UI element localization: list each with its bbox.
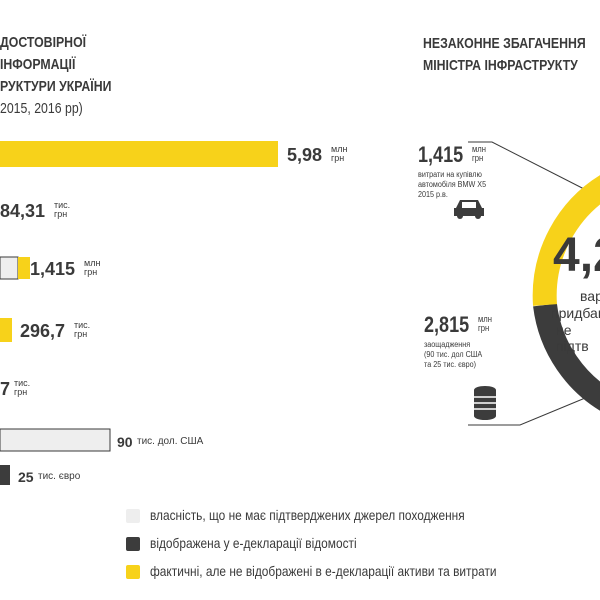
legend-label: власність, що не має підтверджених джере… <box>150 507 465 523</box>
legend-label: фактичні, але не відображені в е-деклара… <box>150 563 497 579</box>
bar-unit-label: грн <box>74 329 87 339</box>
bar-unit-label: грн <box>84 267 97 277</box>
left-title-line2: РУКТУРИ УКРАЇНИ <box>0 78 112 95</box>
bar-value-label: 296,7 <box>20 321 65 341</box>
unit-line: грн <box>477 323 489 333</box>
car-expense-unit: млн грн <box>472 145 486 163</box>
bar-value-label: 1,415 <box>30 259 75 279</box>
savings-block: 2,815 млн грн заощадження (90 тис. дол С… <box>424 312 494 370</box>
bar-value-label: 84,31 <box>0 201 45 221</box>
car-expense-desc: витрати на купівлю автомобіля BMW X5 201… <box>418 170 486 200</box>
bar-unit-label: грн <box>54 209 67 219</box>
ring-big-number: 4,2 <box>553 229 600 282</box>
car-expense-value: 1,415 <box>418 142 464 167</box>
coins-icon <box>474 386 496 420</box>
connector-line <box>468 395 591 426</box>
bar-segment <box>0 141 278 167</box>
right-title-line2: МІНІСТРА ІНФРАСТРУКТУ <box>423 57 578 74</box>
bar-value-label: 90 <box>117 434 133 450</box>
desc-line: 2015 р.в. <box>418 190 448 199</box>
savings-unit: млн грн <box>478 315 492 333</box>
desc-line: заощадження <box>424 340 471 349</box>
desc-line: (90 тис. дол США <box>424 350 483 359</box>
desc-line: та 25 тис. євро) <box>424 360 477 369</box>
legend-swatch <box>126 537 140 551</box>
left-title-line1: ДОСТОВІРНОЇ ІНФОРМАЦІЇ <box>0 34 87 73</box>
bar-segment <box>0 428 111 452</box>
bar-value-label: 5,98 <box>287 145 322 165</box>
bar-segment <box>0 318 12 342</box>
legend-label: відображена у е-декларації відомості <box>150 535 357 551</box>
right-title-line1: НЕЗАКОННЕ ЗБАГАЧЕННЯ <box>423 35 586 52</box>
ring-text-line1: вар <box>580 288 600 304</box>
bar-unit-label: тис. <box>54 200 70 210</box>
left-title-line3: 2015, 2016 рр) <box>0 100 83 117</box>
unit-line: млн <box>471 144 486 154</box>
bar-unit-label: тис. <box>74 320 90 330</box>
car-expense-block: 1,415 млн грн витрати на купівлю автомоб… <box>418 142 494 200</box>
connector-line <box>468 141 591 193</box>
car-icon <box>454 200 484 219</box>
legend-swatch <box>126 565 140 579</box>
bar-value-label: 7 <box>0 379 10 399</box>
unit-line: млн <box>477 314 492 324</box>
bar-segment <box>18 257 30 279</box>
bar-unit-label: тис. <box>14 378 30 388</box>
bar-unit-label: тис. євро <box>38 471 81 482</box>
bar-unit-label: млн <box>331 144 347 154</box>
bar-unit-label: грн <box>331 153 344 163</box>
desc-line: автомобіля BMW X5 <box>418 180 487 189</box>
bar-unit-label: грн <box>14 387 27 397</box>
desc-line: витрати на купівлю <box>418 170 482 179</box>
savings-desc: заощадження (90 тис. дол США та 25 тис. … <box>424 340 487 370</box>
ring-yellow-segment <box>532 175 600 306</box>
ring-dark-segment <box>533 303 600 411</box>
bar-segment <box>0 465 10 485</box>
ring-text-line3: не підтв <box>556 322 589 354</box>
unit-line: грн <box>471 153 483 163</box>
bar-value-label: 25 <box>18 469 34 485</box>
bar-unit-label: тис. дол. США <box>137 436 204 447</box>
savings-value: 2,815 <box>424 312 470 337</box>
right-panel-title: НЕЗАКОННЕ ЗБАГАЧЕННЯ МІНІСТРА ІНФРАСТРУК… <box>423 33 600 77</box>
bar-unit-label: млн <box>84 258 100 268</box>
left-chart-title: ДОСТОВІРНОЇ ІНФОРМАЦІЇ РУКТУРИ УКРАЇНИ 2… <box>0 32 164 120</box>
legend-swatch <box>126 509 140 523</box>
